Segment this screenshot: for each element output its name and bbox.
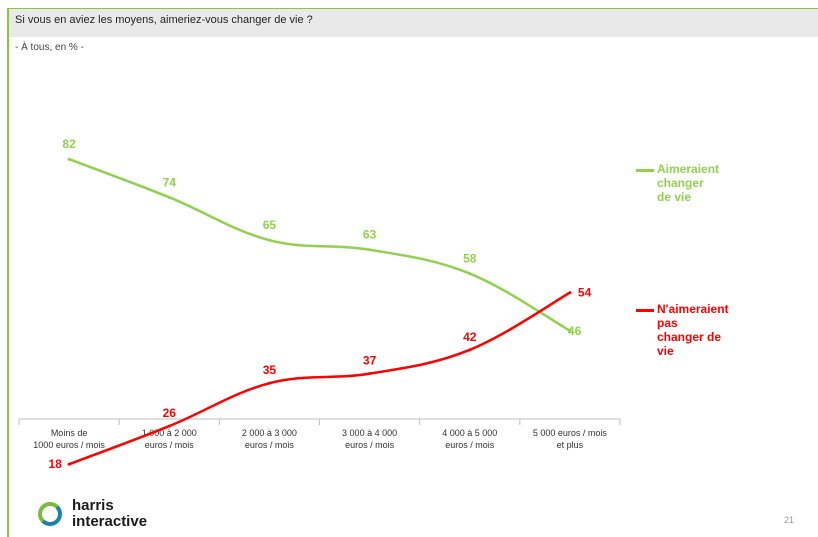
x-tick-label: 4 000 à 5 000 euros / mois xyxy=(442,428,497,450)
logo-text: harris interactive xyxy=(72,498,147,530)
logo-ring-icon xyxy=(38,502,62,526)
series-line-1 xyxy=(69,293,570,465)
data-point xyxy=(468,272,471,275)
data-label: 74 xyxy=(163,175,177,189)
data-label: 82 xyxy=(62,137,76,151)
data-point xyxy=(368,372,371,375)
data-point xyxy=(68,158,71,161)
data-label: 65 xyxy=(263,218,277,232)
data-label: 54 xyxy=(578,286,592,300)
legend-swatch-red xyxy=(636,309,654,312)
data-point xyxy=(68,463,71,466)
x-tick-label: 5 000 euros / mois et plus xyxy=(533,428,608,450)
data-point xyxy=(268,382,271,385)
data-label: 26 xyxy=(163,406,177,420)
data-point xyxy=(268,239,271,242)
legend-label-aimeraient: Aimeraient changer de vie xyxy=(657,162,719,204)
x-tick-label: 2 000 à 3 000 euros / mois xyxy=(242,428,297,450)
x-tick-label: Moins de 1000 euros / mois xyxy=(33,428,105,450)
data-label: 63 xyxy=(363,228,377,242)
series-line-0 xyxy=(69,159,570,331)
data-label: 58 xyxy=(463,252,477,266)
x-tick-label: 1 000 à 2 000 euros / mois xyxy=(142,428,197,450)
data-label: 42 xyxy=(463,330,477,344)
data-label: 37 xyxy=(363,354,377,368)
legend-label-n-aimeraient-pas: N'aimeraient pas changer de vie xyxy=(657,302,729,358)
harris-interactive-logo: harris interactive xyxy=(38,498,178,534)
data-point xyxy=(468,348,471,351)
data-label: 18 xyxy=(48,457,62,471)
page-number: 21 xyxy=(784,515,794,525)
data-label: 35 xyxy=(263,363,277,377)
data-point xyxy=(568,291,571,294)
data-point xyxy=(168,196,171,199)
x-tick-label: 3 000 à 4 000 euros / mois xyxy=(342,428,397,450)
data-point xyxy=(168,425,171,428)
data-label: 46 xyxy=(568,324,582,338)
data-point xyxy=(368,248,371,251)
legend-swatch-green xyxy=(636,169,654,172)
